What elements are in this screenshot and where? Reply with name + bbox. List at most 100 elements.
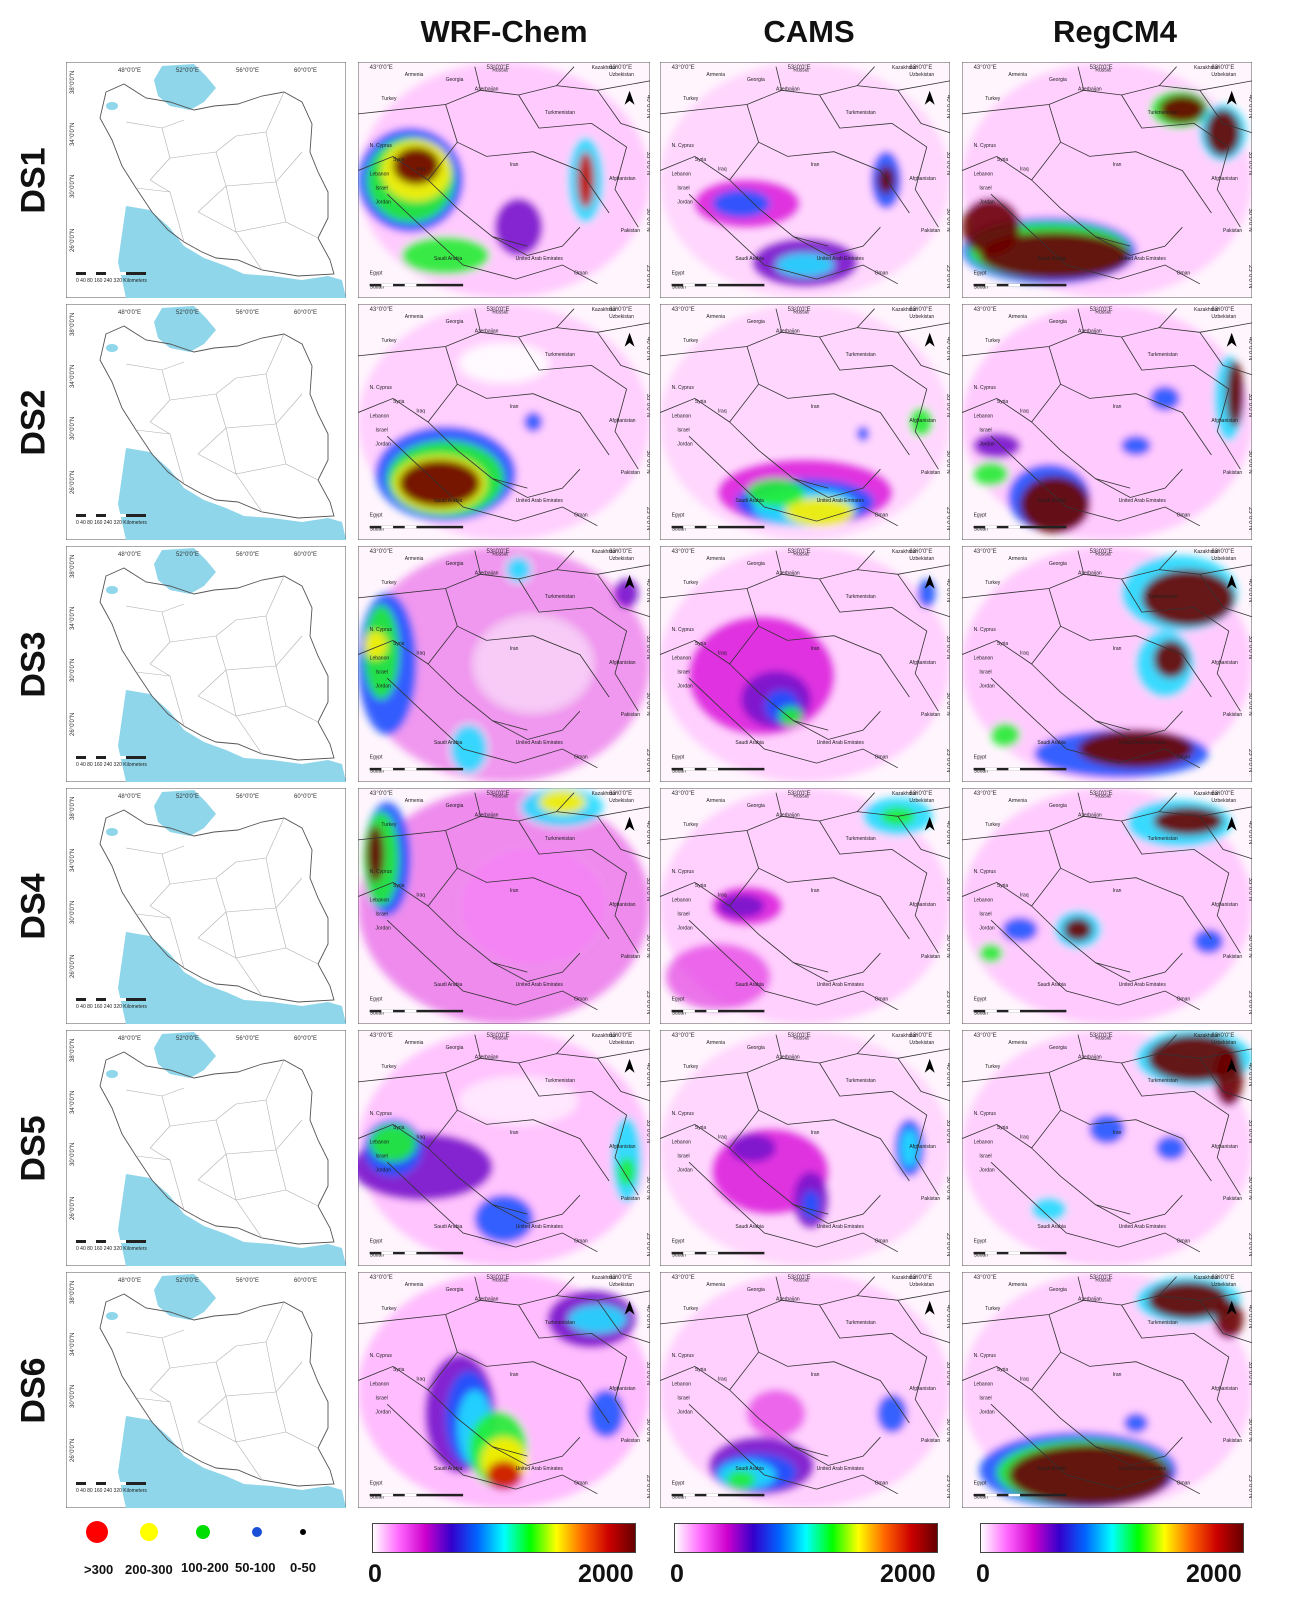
concentration-blob — [1214, 1048, 1244, 1106]
country-label: Oman — [1177, 1238, 1191, 1244]
country-label: Israel — [376, 427, 388, 433]
country-label: Georgia — [747, 561, 765, 567]
country-label: Sudan — [370, 1253, 385, 1259]
country-label: Georgia — [747, 77, 765, 83]
country-label: Israel — [677, 911, 689, 917]
latitude-label: 35°0'0"N — [645, 1362, 650, 1385]
latitude-label: 25°0'0"N — [945, 1233, 950, 1256]
row-label-ds2: DS2 — [14, 388, 53, 456]
country-label: Israel — [376, 911, 388, 917]
north-arrow-icon — [924, 1058, 935, 1073]
province-border — [149, 905, 171, 919]
map-frame — [66, 1272, 346, 1508]
country-label: N. Cyprus — [370, 143, 393, 149]
country-label: Jordan — [979, 1168, 995, 1174]
country-label: Armenia — [405, 1282, 424, 1288]
country-label: Armenia — [1008, 1040, 1027, 1046]
country-label: Afghanistan — [909, 902, 936, 908]
country-label: Sudan — [974, 1011, 989, 1017]
country-label: Syria — [695, 157, 707, 163]
country-borders — [358, 66, 650, 285]
concentration-blob — [568, 1305, 627, 1334]
concentration-blob — [1153, 806, 1223, 836]
country-label: Iraq — [718, 167, 727, 173]
country-label: Georgia — [1049, 77, 1067, 83]
country-label: Turkmenistan — [846, 1320, 876, 1326]
country-label: Iraq — [1020, 167, 1029, 173]
country-label: Georgia — [1049, 803, 1067, 809]
country-label: Russia — [492, 309, 508, 315]
concentration-blob — [660, 62, 950, 298]
country-label: Iraq — [416, 893, 425, 899]
country-label: Uzbekistan — [909, 1282, 934, 1288]
longitude-label: 63°0'0"E — [909, 791, 932, 797]
country-label: Pakistan — [621, 1196, 640, 1202]
country-label: Israel — [979, 185, 991, 191]
concentration-blob — [1150, 386, 1180, 411]
row-label-ds6: DS6 — [14, 1356, 53, 1424]
country-label: Turkey — [683, 580, 699, 586]
country-label: Israel — [677, 669, 689, 675]
longitude-label: 63°0'0"E — [609, 791, 632, 797]
country-label: Sudan — [370, 527, 385, 533]
cams-map-ds5: Russia Kazakhstan Georgia Armenia Azerbaijan… — [660, 1030, 950, 1266]
latitude-label: 30°0'0"N — [70, 659, 76, 682]
latitude-label: 30°0'0"N — [1247, 1176, 1252, 1199]
latitude-label: 30°0'0"N — [945, 934, 950, 957]
concentration-blob — [962, 304, 1252, 540]
latitude-label: 25°0'0"N — [945, 991, 950, 1014]
latitude-label: 35°0'0"N — [1247, 878, 1252, 901]
latitude-label: 25°0'0"N — [645, 265, 650, 288]
country-label: United Arab Emirates — [817, 1224, 865, 1230]
country-label: Lebanon — [370, 897, 390, 903]
country-label: N. Cyprus — [974, 627, 997, 633]
latitude-label: 30°0'0"N — [1247, 1418, 1252, 1441]
country-label: Egypt — [370, 1238, 383, 1244]
country-label: Iran — [510, 162, 519, 168]
country-label: Iran — [1113, 1130, 1122, 1136]
longitude-label: 48°0'0"E — [118, 68, 141, 74]
north-arrow-icon — [924, 816, 935, 831]
country-label: Iraq — [1020, 893, 1029, 899]
province-border — [225, 911, 287, 959]
country-label: Afghanistan — [609, 418, 636, 424]
country-label: Iran — [811, 646, 820, 652]
latitude-label: 26°0'0"N — [70, 713, 76, 736]
country-label: Azerbaijan — [475, 570, 499, 576]
country-label: Azerbaijan — [1078, 570, 1102, 576]
longitude-label: 43°0'0"E — [370, 1033, 393, 1039]
country-label: Afghanistan — [609, 902, 636, 908]
province-border — [265, 373, 277, 425]
country-label: Kazakhstan — [592, 65, 618, 71]
country-label: Georgia — [747, 319, 765, 325]
latitude-label: 35°0'0"N — [945, 1120, 950, 1143]
country-label: Syria — [695, 1367, 707, 1373]
country-label: Armenia — [405, 314, 424, 320]
country-label: Pakistan — [1223, 954, 1242, 960]
longitude-label: 53°0'0"E — [486, 791, 509, 797]
persian-gulf — [118, 206, 346, 298]
scale-bar — [76, 756, 146, 759]
country-label: Iraq — [1020, 409, 1029, 415]
latitude-label: 25°0'0"N — [645, 1233, 650, 1256]
country-label: Armenia — [1008, 798, 1027, 804]
country-label: Syria — [393, 157, 405, 163]
country-label: Georgia — [446, 1045, 464, 1051]
country-label: N. Cyprus — [672, 143, 695, 149]
longitude-label: 63°0'0"E — [1211, 1033, 1234, 1039]
country-label: Syria — [997, 1367, 1009, 1373]
country-label: Syria — [997, 641, 1009, 647]
country-label: Israel — [677, 1153, 689, 1159]
country-label: Jordan — [979, 1410, 995, 1416]
country-label: Egypt — [370, 754, 383, 760]
country-label: United Arab Emirates — [516, 740, 564, 746]
concentration-blob — [1159, 95, 1206, 124]
north-arrow-icon — [624, 90, 635, 105]
country-borders — [962, 550, 1252, 769]
country-label: Pakistan — [1223, 1196, 1242, 1202]
concentration-blob — [712, 189, 771, 218]
latitude-label: 30°0'0"N — [1247, 450, 1252, 473]
latitude-label: 40°0'0"N — [1247, 821, 1252, 844]
north-arrow-icon — [924, 90, 935, 105]
latitude-label: 25°0'0"N — [1247, 1475, 1252, 1498]
